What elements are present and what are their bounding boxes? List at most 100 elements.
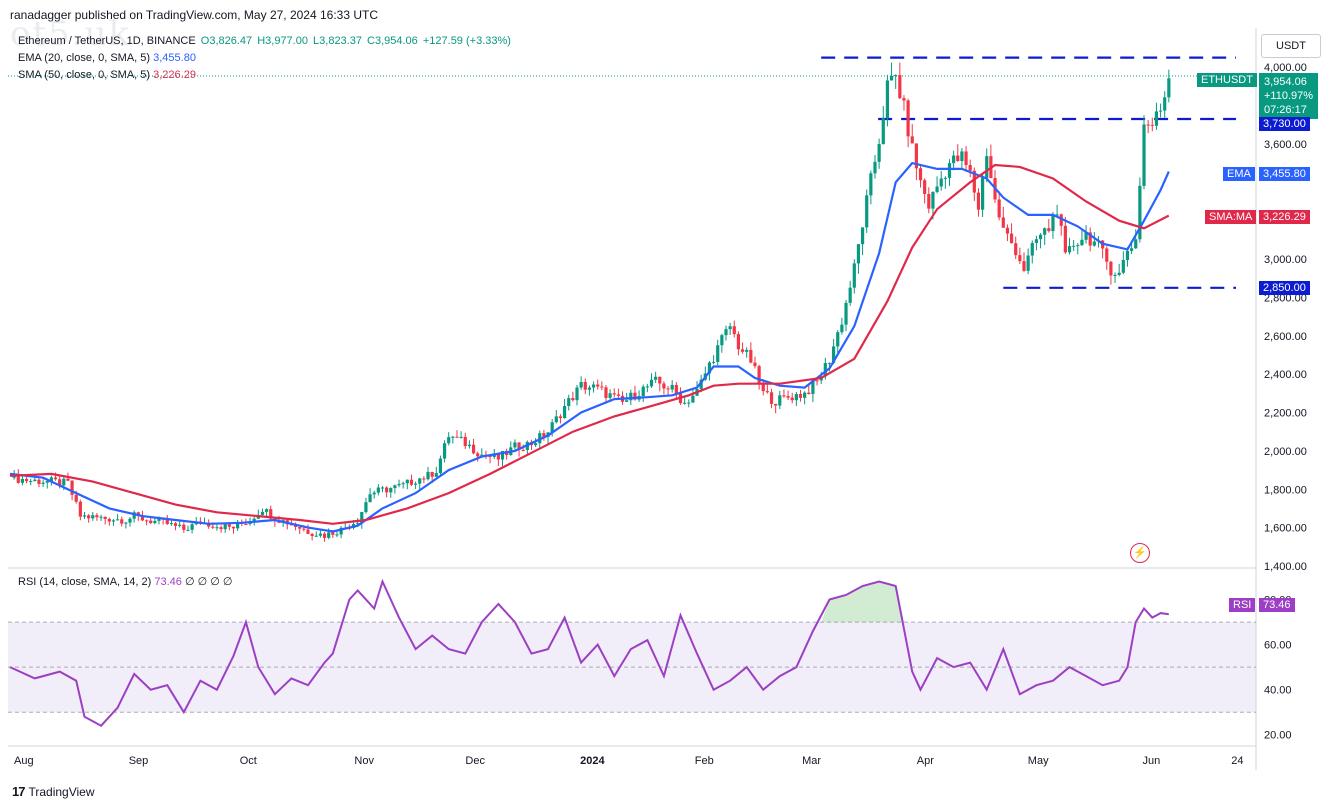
candle-body xyxy=(517,442,521,450)
lightning-icon[interactable]: ⚡ xyxy=(1130,543,1150,563)
price-tick-label: 3,000.00 xyxy=(1264,254,1307,266)
candle-body xyxy=(1142,124,1146,186)
candle-body xyxy=(691,395,695,403)
candle-body xyxy=(827,362,832,364)
candle-body xyxy=(1047,228,1051,232)
candle-body xyxy=(405,479,409,484)
time-tick-label: Jun xyxy=(1143,755,1161,767)
rsi-tick-label: 40.00 xyxy=(1264,685,1292,697)
candle-body xyxy=(600,386,604,388)
candle-body xyxy=(231,526,236,529)
sma-tag: SMA:MA xyxy=(1205,210,1257,224)
candle-body xyxy=(794,394,798,401)
candle-body xyxy=(612,393,616,395)
ema-legend-value: 3,455.80 xyxy=(153,52,196,64)
candle-body xyxy=(455,436,459,438)
candle-body xyxy=(1154,111,1159,126)
candle-body xyxy=(157,518,161,521)
candle-body xyxy=(807,392,811,395)
candle-body xyxy=(1129,248,1134,251)
candle-body xyxy=(227,524,231,527)
candle-body xyxy=(223,524,227,530)
candle-body xyxy=(136,512,140,516)
candle-body xyxy=(1076,245,1080,247)
candle-body xyxy=(935,186,939,192)
candle-body xyxy=(66,478,70,481)
candle-body xyxy=(1167,78,1171,98)
candle-body xyxy=(670,384,674,390)
candle-body xyxy=(144,520,149,522)
candle-body xyxy=(542,433,546,437)
rsi-legend-label: RSI (14, close, SMA, 14, 2) xyxy=(18,576,152,588)
candle-body xyxy=(769,392,774,404)
candle-body xyxy=(724,329,728,336)
candle-body xyxy=(736,334,741,350)
candle-body xyxy=(339,527,343,535)
candle-body xyxy=(873,161,877,174)
candle-body xyxy=(728,326,732,330)
candle-body xyxy=(496,453,500,460)
candle-body xyxy=(107,518,111,522)
candle-body xyxy=(513,442,517,448)
candle-body xyxy=(1038,234,1043,240)
candle-body xyxy=(765,391,769,393)
close-value: C3,954.06 xyxy=(367,35,418,47)
candle-body xyxy=(641,386,645,397)
rsi-legend[interactable]: RSI (14, close, SMA, 14, 2) 73.46 ∅ ∅ ∅ … xyxy=(18,575,232,588)
sma-legend[interactable]: SMA (50, close, 0, SMA, 5) 3,226.29 xyxy=(18,69,196,81)
low-value: L3,823.37 xyxy=(313,35,362,47)
ema-legend[interactable]: EMA (20, close, 0, SMA, 5) 3,455.80 xyxy=(18,52,196,64)
candle-body xyxy=(832,346,836,363)
ema-tag: EMA xyxy=(1223,167,1255,181)
candle-body xyxy=(124,522,128,524)
rsi-value-tag: 73.46 xyxy=(1259,598,1295,612)
currency-button[interactable]: USDT xyxy=(1261,34,1321,58)
candle-body xyxy=(376,487,380,493)
candle-body xyxy=(20,478,25,483)
candle-body xyxy=(1125,250,1130,261)
candle-body xyxy=(1043,228,1047,235)
candle-body xyxy=(99,516,103,518)
candle-body xyxy=(774,403,778,406)
candle-body xyxy=(368,494,372,503)
candle-body xyxy=(629,392,633,401)
candle-body xyxy=(579,382,583,388)
symbol-name[interactable]: Ethereum / TetherUS, 1D, BINANCE xyxy=(18,35,196,47)
candle-body xyxy=(918,168,923,181)
candle-body xyxy=(62,478,66,486)
support-tag: 2,850.00 xyxy=(1259,281,1310,295)
price-tick-label: 1,800.00 xyxy=(1264,484,1307,496)
candle-body xyxy=(687,402,691,404)
candle-body xyxy=(836,332,840,347)
candle-body xyxy=(322,533,327,538)
candle-body xyxy=(596,384,600,387)
symbol-tag: ETHUSDT xyxy=(1197,73,1257,87)
tradingview-logo[interactable]: 17 TradingView xyxy=(12,784,95,799)
candle-body xyxy=(968,164,972,171)
candle-body xyxy=(389,488,393,493)
price-tick-label: 2,200.00 xyxy=(1264,408,1307,420)
candle-body xyxy=(1034,239,1039,243)
candle-body xyxy=(1146,124,1150,126)
candle-body xyxy=(583,382,587,390)
candle-body xyxy=(397,483,401,486)
candle-body xyxy=(740,349,745,352)
candle-body xyxy=(699,379,703,389)
candle-body xyxy=(645,386,649,388)
candle-body xyxy=(70,480,74,495)
candle-body xyxy=(720,335,724,346)
price-tag-change: +110.97% xyxy=(1264,90,1314,102)
candle-body xyxy=(914,143,918,169)
candle-body xyxy=(707,362,712,374)
candle-body xyxy=(459,436,463,438)
sma-legend-label: SMA (50, close, 0, SMA, 5) xyxy=(18,69,151,81)
candle-body xyxy=(335,534,339,536)
candle-body xyxy=(562,406,567,419)
tradingview-wordmark: TradingView xyxy=(28,784,95,799)
candle-body xyxy=(1026,255,1030,271)
candle-body xyxy=(95,515,99,518)
candle-body xyxy=(302,528,306,530)
time-tick-label: Feb xyxy=(695,755,714,767)
candle-body xyxy=(856,244,861,264)
